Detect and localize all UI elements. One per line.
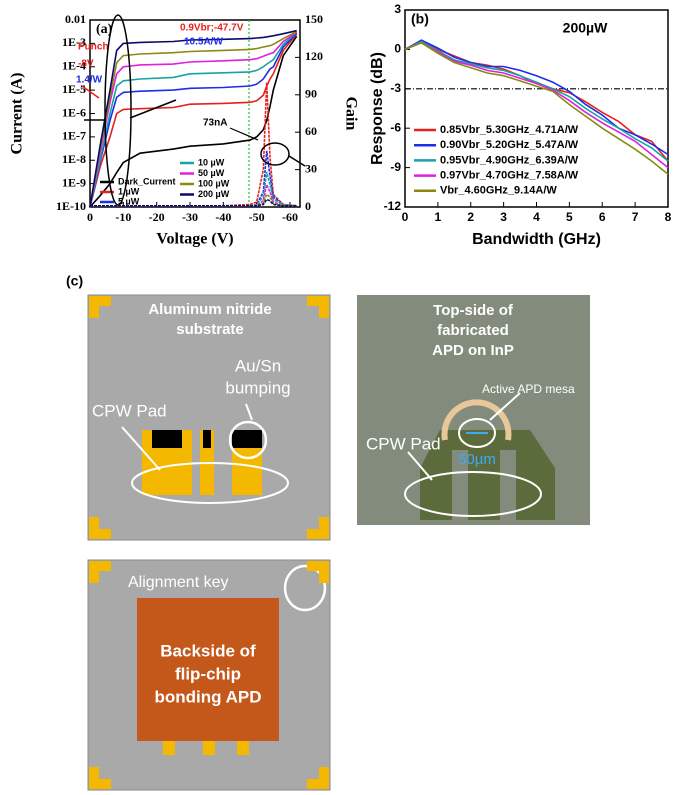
x-tick-label: 7 xyxy=(632,210,639,224)
y-tick-label: -12 xyxy=(384,199,402,213)
label: Aluminum nitride xyxy=(148,301,271,318)
x-tick-label: -20 xyxy=(149,210,165,224)
y2-tick-label: 90 xyxy=(305,87,317,101)
x-tick-label: 5 xyxy=(566,210,573,224)
bump xyxy=(232,430,262,448)
annotation: -8V xyxy=(78,59,94,70)
label: CPW Pad xyxy=(366,434,441,453)
label: 50µm xyxy=(458,451,496,468)
x-tick-label: 1 xyxy=(435,210,442,224)
y-axis-title: Current (A) xyxy=(9,73,26,155)
legend-label: 0.85Vbr_5.30GHz_4.71A/W xyxy=(440,124,579,136)
microscope-photo: Top-side of fabricated APD on InP Active… xyxy=(357,295,590,525)
y-tick-label: 0 xyxy=(394,42,401,56)
legend-label: 0.97Vbr_4.70GHz_7.58A/W xyxy=(440,170,579,182)
legend-label: 10 µW xyxy=(198,157,225,167)
annotation: 73nA xyxy=(203,118,227,129)
y-tick-label: -3 xyxy=(390,81,401,95)
arrow xyxy=(289,156,305,166)
y2-tick-label: 0 xyxy=(305,199,311,213)
y2-axis-title: Gain xyxy=(342,97,359,131)
legend-label: 100 µW xyxy=(198,178,230,188)
label: Au/Sn xyxy=(235,356,281,375)
y-tick-label: 1E-8 xyxy=(62,152,86,166)
y-axis-title: Response (dB) xyxy=(369,52,386,165)
x-tick-label: 3 xyxy=(500,210,507,224)
annotation: Punch xyxy=(78,42,109,53)
x-tick-label: 2 xyxy=(467,210,474,224)
label: APD on InP xyxy=(432,342,514,359)
y-tick-label: 1E-7 xyxy=(62,129,86,143)
panel-label: (b) xyxy=(411,11,429,27)
bump xyxy=(203,430,211,448)
label: Active APD mesa xyxy=(482,382,575,396)
x-tick-label: 6 xyxy=(599,210,606,224)
x-tick-label: 8 xyxy=(665,210,672,224)
x-tick-label: -40 xyxy=(215,210,231,224)
substrate-diagram: Aluminum nitride substrate Au/Sn bumping… xyxy=(88,295,330,540)
y-tick-label: -6 xyxy=(390,120,401,134)
label: fabricated xyxy=(437,322,509,339)
x-tick-label: 4 xyxy=(533,210,540,224)
annotation: 10.5A/W xyxy=(184,37,223,48)
gap xyxy=(500,450,516,520)
y-tick-label: 1E-10 xyxy=(56,199,86,213)
figure: (c) Aluminum nitride substrate Au/Sn bum… xyxy=(0,0,690,795)
annotation: 1.4/W xyxy=(76,75,103,86)
label: CPW Pad xyxy=(92,401,167,420)
x-axis-title: Voltage (V) xyxy=(156,231,233,248)
x-tick-label: -60 xyxy=(282,210,298,224)
y-tick-label: 3 xyxy=(394,2,401,16)
label: Backside of xyxy=(160,641,256,660)
label: flip-chip xyxy=(175,664,241,683)
panel-label: (c) xyxy=(66,273,83,289)
x-tick-label: -50 xyxy=(249,210,265,224)
chart: 0 1 2 3 4 5 6 7 8 3 0 -3 -6 -9 -12 Bandwidth (GHz) Respo… xyxy=(369,2,671,248)
y2-tick-label: 30 xyxy=(305,161,317,175)
y2-tick-label: 60 xyxy=(305,124,317,138)
annotation: 0.9Vbr;-47.7V xyxy=(180,23,244,34)
x-tick-label: -30 xyxy=(182,210,198,224)
label: Top-side of xyxy=(433,302,514,319)
backside-diagram: Alignment key Backside of flip-chip bond… xyxy=(88,560,330,790)
legend-label: 50 µW xyxy=(198,168,225,178)
highlight xyxy=(261,143,289,165)
legend-label: 0.90Vbr_5.20GHz_5.47A/W xyxy=(440,139,579,151)
legend-label: Vbr_4.60GHz_9.14A/W xyxy=(440,185,557,197)
y2-tick-label: 150 xyxy=(305,12,323,26)
bump xyxy=(152,430,182,448)
label: bumping xyxy=(225,378,290,397)
y-tick-label: 1E-9 xyxy=(62,175,86,189)
y-tick-label: -9 xyxy=(390,160,401,174)
arrow xyxy=(230,128,258,140)
legend-label: 200 µW xyxy=(198,189,230,199)
x-axis-title: Bandwidth (GHz) xyxy=(472,231,601,248)
legend-label: 1 µW xyxy=(118,186,140,196)
label: bonding APD xyxy=(154,687,261,706)
chart: 0 -10 -20 -30 -40 -50 -60 1E-10 1E-9 1E-8 1E-7 1E-6… xyxy=(9,12,360,248)
y-tick-label: 1E-6 xyxy=(62,105,86,119)
x-tick-label: 0 xyxy=(402,210,409,224)
label: Alignment key xyxy=(128,574,229,591)
legend-label: 0.95Vbr_4.90GHz_6.39A/W xyxy=(440,154,579,166)
figure-canvas: (c) Aluminum nitride substrate Au/Sn bum… xyxy=(0,0,690,795)
label: substrate xyxy=(176,321,244,338)
y2-tick-label: 120 xyxy=(305,49,323,63)
chart-title: 200µW xyxy=(563,20,608,36)
y-tick-label: 0.01 xyxy=(65,12,86,26)
x-tick-label: -10 xyxy=(115,210,131,224)
x-tick-label: 0 xyxy=(87,210,93,224)
